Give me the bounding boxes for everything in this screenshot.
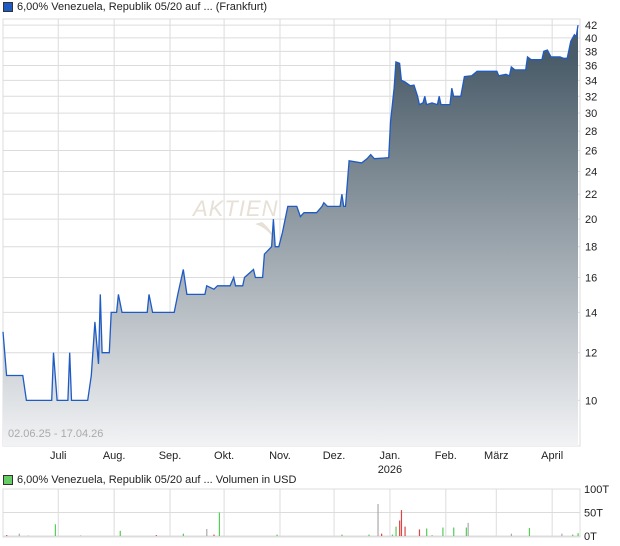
volume-y-tick-label: 0T (584, 531, 597, 543)
watermark-swoosh (255, 222, 276, 242)
date-range-label: 02.06.25 - 17.04.26 (8, 428, 103, 440)
y-tick-label: 34 (585, 75, 597, 87)
x-tick-label: Sep. (159, 450, 182, 462)
price-legend-swatch (3, 2, 13, 12)
x-tick-label: Nov. (269, 450, 291, 462)
volume-y-tick-label: 100T (584, 484, 609, 496)
y-tick-label: 26 (585, 146, 597, 158)
volume-bar (341, 534, 343, 536)
price-line (2, 25, 579, 402)
volume-bar (206, 528, 208, 536)
y-tick-label: 30 (585, 108, 597, 120)
y-tick-label: 36 (585, 60, 597, 72)
volume-bar (218, 512, 221, 536)
volume-bar (400, 510, 403, 536)
x-tick-label: Aug. (103, 450, 126, 462)
volume-bar (561, 533, 563, 536)
volume-bar (426, 528, 428, 536)
volume-bar (510, 533, 513, 536)
volume-bar (377, 504, 379, 536)
x-tick-label: April (541, 450, 563, 462)
volume-bar (18, 533, 20, 536)
volume-bar (465, 527, 467, 536)
x-tick-label: Okt. (214, 450, 234, 462)
volume-bar (418, 529, 421, 536)
volume-bar (577, 533, 579, 536)
volume-bar (381, 533, 383, 536)
y-tick-label: 32 (585, 91, 597, 103)
volume-bar (155, 535, 157, 536)
volume-bar (467, 522, 469, 536)
volume-bar (54, 524, 56, 536)
y-tick-label: 10 (585, 395, 597, 407)
volume-bar (442, 527, 444, 536)
price-legend-label: 6,00% Venezuela, Republik 05/20 auf ... … (17, 1, 268, 13)
x-tick-label: Dez. (323, 450, 346, 462)
x-tick-label: Jan. (380, 450, 401, 462)
volume-bar (399, 520, 401, 536)
volume-bar (528, 528, 531, 536)
y-tick-label: 40 (585, 33, 597, 45)
volume-bar (276, 534, 278, 536)
volume-bar (404, 526, 406, 536)
volume-bar (391, 534, 394, 536)
price-area (3, 25, 578, 446)
y-tick-label: 42 (585, 20, 597, 32)
volume-y-tick-label: 50T (584, 508, 603, 520)
y-tick-label: 20 (585, 214, 597, 226)
x-tick-sublabel: 2026 (378, 464, 402, 476)
volume-bar (213, 534, 215, 536)
volume-bar (182, 533, 184, 536)
volume-legend-swatch (3, 475, 13, 485)
y-tick-label: 14 (585, 307, 597, 319)
y-tick-label: 38 (585, 46, 597, 58)
volume-bar (6, 535, 8, 536)
volume-bar (368, 534, 370, 536)
volume-bar (431, 535, 433, 536)
y-tick-label: 22 (585, 189, 597, 201)
volume-bar (572, 534, 574, 536)
volume-legend-label: 6,00% Venezuela, Republik 05/20 auf ... … (17, 474, 297, 486)
x-tick-label: Juli (50, 450, 67, 462)
volume-bar (453, 527, 455, 536)
volume-legend: 6,00% Venezuela, Republik 05/20 auf ... … (3, 474, 296, 486)
x-tick-label: Feb. (435, 450, 457, 462)
y-tick-label: 24 (585, 166, 597, 178)
y-tick-label: 18 (585, 242, 597, 254)
x-tick-label: März (484, 450, 508, 462)
volume-bar (119, 530, 121, 536)
volume-bar (395, 526, 397, 536)
y-tick-label: 28 (585, 126, 597, 138)
y-tick-label: 16 (585, 273, 597, 285)
price-legend: 6,00% Venezuela, Republik 05/20 auf ... … (3, 1, 267, 13)
watermark-logo: AKTIEN (191, 196, 278, 221)
y-tick-label: 12 (585, 348, 597, 360)
